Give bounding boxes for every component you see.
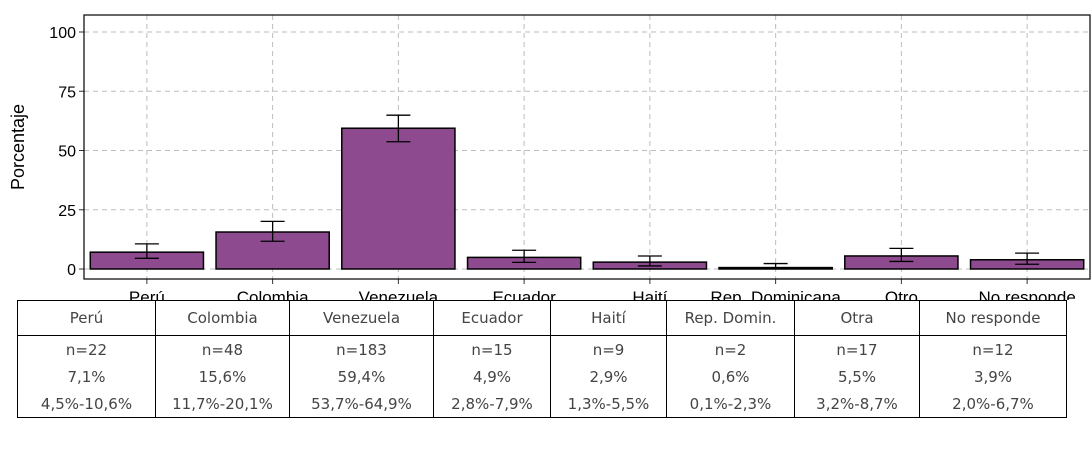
bar: [341, 127, 456, 270]
stats-table: Perú Colombia Venezuela Ecuador Haití Re…: [17, 300, 1067, 418]
x-tick-label: Otro: [885, 288, 918, 300]
ci-cell: 2,0%-6,7%: [919, 390, 1067, 418]
x-tick-label: No responde: [978, 288, 1075, 300]
x-tick-label: Colombia: [237, 288, 309, 300]
header-cell: Otra: [794, 300, 920, 336]
n-cell: n=17: [794, 335, 920, 363]
n-cell: n=2: [666, 335, 795, 363]
pct-cell: 15,6%: [155, 363, 290, 390]
header-cell: Colombia: [155, 300, 290, 336]
x-tick-label: Perú: [129, 288, 165, 300]
ci-cell: 1,3%-5,5%: [550, 390, 667, 418]
n-cell: n=15: [433, 335, 551, 363]
pct-cell: 0,6%: [666, 363, 795, 390]
header-cell: Rep. Domin.: [666, 300, 795, 336]
n-cell: n=9: [550, 335, 667, 363]
y-tick-label: 50: [58, 144, 76, 161]
y-tick-label: 75: [58, 84, 76, 101]
y-axis-title: Porcentaje: [8, 104, 28, 190]
ci-cell: 0,1%-2,3%: [666, 390, 795, 418]
pct-cell: 3,9%: [919, 363, 1067, 390]
ci-cell: 3,2%-8,7%: [794, 390, 920, 418]
bar-chart: 0 25 50 75 100 Perú Colombia Venezuela Ecuador Ha…: [8, 14, 1091, 300]
ci-cell: 2,8%-7,9%: [433, 390, 551, 418]
header-cell: Ecuador: [433, 300, 551, 336]
header-cell: No responde: [919, 300, 1067, 336]
n-cell: n=48: [155, 335, 290, 363]
pct-cell: 59,4%: [289, 363, 434, 390]
axes: 0 25 50 75 100 Perú Colombia Venezuela Ecuador Ha…: [49, 25, 1076, 300]
plot-border: [83, 14, 1091, 280]
table-header-row: Perú Colombia Venezuela Ecuador Haití Re…: [17, 300, 1067, 336]
header-cell: Venezuela: [289, 300, 434, 336]
n-cell: n=22: [17, 335, 156, 363]
ci-cell: 11,7%-20,1%: [155, 390, 290, 418]
header-cell: Perú: [17, 300, 156, 336]
ci-cell: 53,7%-64,9%: [289, 390, 434, 418]
y-tick-label: 0: [67, 262, 76, 279]
pct-cell: 5,5%: [794, 363, 920, 390]
y-tick-label: 100: [49, 25, 76, 42]
pct-cell: 2,9%: [550, 363, 667, 390]
table-row-pct: 7,1% 15,6% 59,4% 4,9% 2,9% 0,6% 5,5% 3,9…: [17, 363, 1067, 390]
x-tick-label: Rep. Dominicana: [710, 288, 841, 300]
ci-cell: 4,5%-10,6%: [17, 390, 156, 418]
pct-cell: 4,9%: [433, 363, 551, 390]
n-cell: n=12: [919, 335, 1067, 363]
header-cell: Haití: [550, 300, 667, 336]
y-tick-label: 25: [58, 203, 76, 220]
error-bars: [134, 114, 1040, 270]
x-tick-label: Venezuela: [359, 288, 439, 300]
x-tick-label: Ecuador: [492, 288, 556, 300]
table-row-ci: 4,5%-10,6% 11,7%-20,1% 53,7%-64,9% 2,8%-…: [17, 390, 1067, 418]
table-row-n: n=22 n=48 n=183 n=15 n=9 n=2 n=17 n=12: [17, 335, 1067, 363]
bars: [89, 127, 1085, 270]
x-tick-label: Haití: [632, 288, 667, 300]
n-cell: n=183: [289, 335, 434, 363]
pct-cell: 7,1%: [17, 363, 156, 390]
